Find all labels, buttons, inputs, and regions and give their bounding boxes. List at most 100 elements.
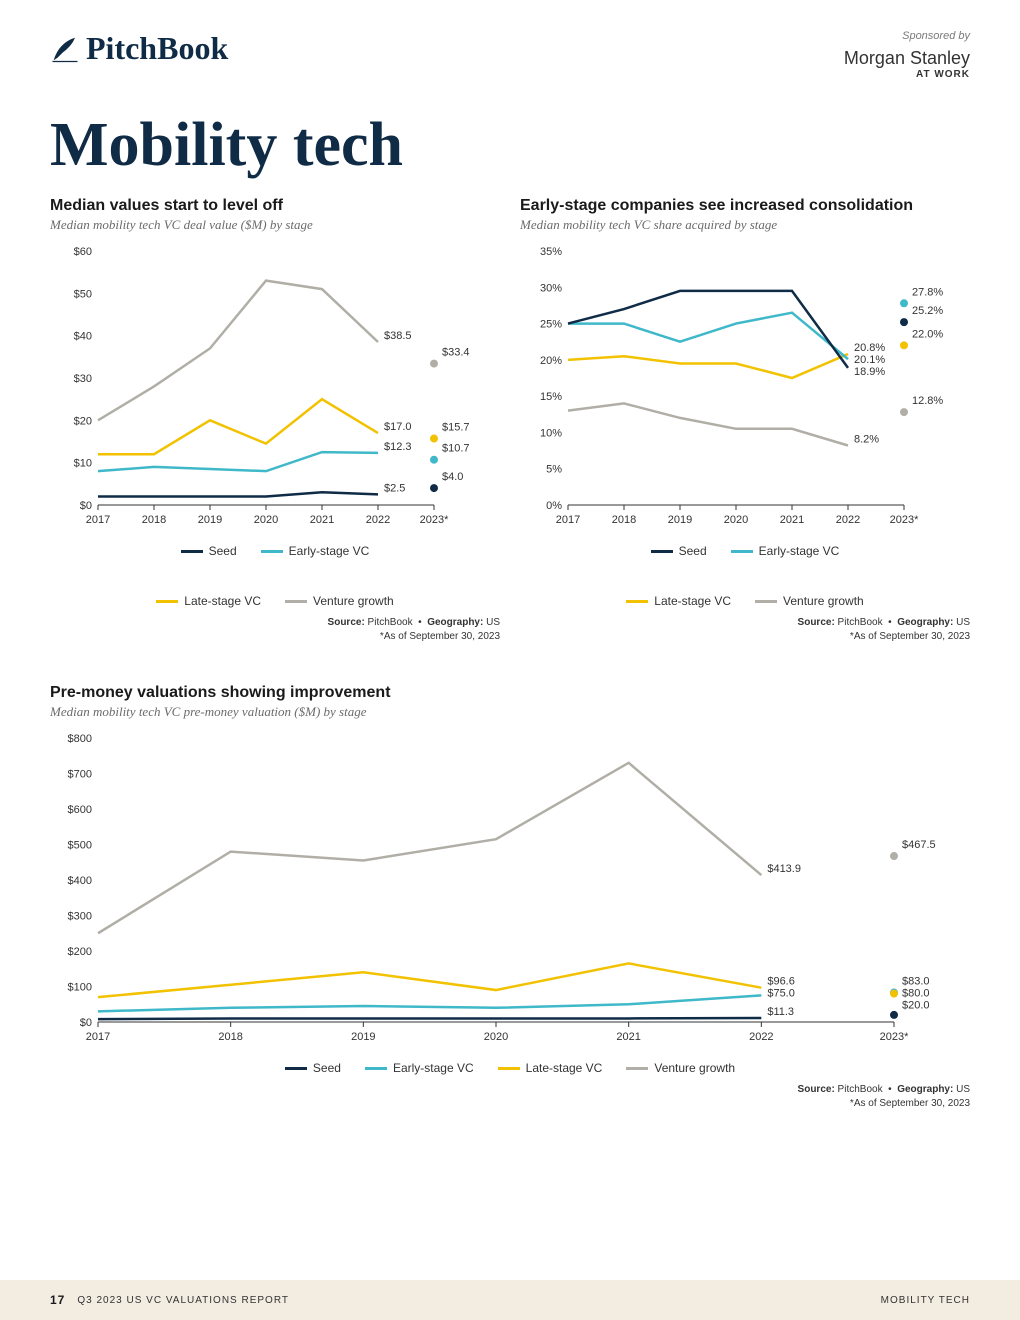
svg-text:$17.0: $17.0 [384,421,412,433]
chart2-svg: 0%5%10%15%20%25%30%35%201720182019202020… [520,243,960,533]
legend-swatch [651,550,673,553]
svg-text:$10.7: $10.7 [442,443,470,455]
legend-item-early: Early-stage VC [261,544,370,558]
legend-item-late: Late-stage VC [626,594,731,608]
svg-text:$300: $300 [68,911,92,923]
svg-text:$10: $10 [74,458,92,470]
legend-label: Late-stage VC [654,594,731,608]
legend-swatch [285,600,307,603]
legend-label: Venture growth [313,594,394,608]
svg-text:2019: 2019 [198,514,222,526]
sponsor-name: Morgan Stanley [844,48,970,69]
svg-text:0%: 0% [546,500,562,512]
svg-text:35%: 35% [540,246,562,258]
svg-text:$0: $0 [80,500,92,512]
svg-text:$33.4: $33.4 [442,347,470,359]
svg-text:$96.6: $96.6 [767,976,795,988]
svg-text:$38.5: $38.5 [384,330,412,342]
page-footer: 17 Q3 2023 US VC VALUATIONS REPORT MOBIL… [0,1280,1020,1320]
chart3-source: Source: PitchBook • Geography: US*As of … [50,1083,970,1111]
chart1-source: Source: PitchBook • Geography: US*As of … [50,616,500,644]
svg-text:10%: 10% [540,427,562,439]
svg-text:$50: $50 [74,288,92,300]
svg-text:2021: 2021 [780,514,804,526]
chart3: Pre-money valuations showing improvement… [50,684,970,1111]
legend-item-early: Early-stage VC [731,544,840,558]
svg-text:2023*: 2023* [890,514,919,526]
svg-text:8.2%: 8.2% [854,433,879,445]
svg-text:$80.0: $80.0 [902,988,930,1000]
legend-swatch [626,1067,648,1070]
legend-item-seed: Seed [285,1061,341,1075]
svg-text:2021: 2021 [616,1031,640,1043]
legend-item-growth: Venture growth [285,594,394,608]
svg-text:2018: 2018 [218,1031,242,1043]
svg-text:$0: $0 [80,1017,92,1029]
chart3-title: Pre-money valuations showing improvement [50,684,970,702]
svg-text:25%: 25% [540,319,562,331]
svg-text:2018: 2018 [612,514,636,526]
chart1-legend: SeedEarly-stage VCLate-stage VCVenture g… [50,544,500,608]
svg-text:$30: $30 [74,373,92,385]
page-header: PitchBook Sponsored by Morgan Stanley AT… [50,30,970,80]
sponsor-sub: AT WORK [844,69,970,80]
legend-item-late: Late-stage VC [156,594,261,608]
legend-label: Seed [313,1061,341,1075]
legend-swatch [626,600,648,603]
svg-text:$83.0: $83.0 [902,976,930,988]
svg-text:27.8%: 27.8% [912,286,943,298]
legend-swatch [261,550,283,553]
chart2-subtitle: Median mobility tech VC share acquired b… [520,217,970,233]
chart3-legend: SeedEarly-stage VCLate-stage VCVenture g… [50,1061,970,1075]
legend-item-growth: Venture growth [626,1061,735,1075]
svg-text:2017: 2017 [556,514,580,526]
svg-text:$400: $400 [68,875,92,887]
chart2-legend: Seed Early-stage VC Late-stage VC Venture g… [520,544,970,608]
sponsor-label: Sponsored by [844,30,970,42]
report-name: Q3 2023 US VC VALUATIONS REPORT [77,1295,289,1306]
svg-text:2020: 2020 [254,514,278,526]
svg-text:$11.3: $11.3 [767,1006,794,1018]
chart1: Median values start to level off Median … [50,197,500,644]
legend-item-seed: Seed [651,544,707,558]
svg-text:30%: 30% [540,282,562,294]
svg-text:2020: 2020 [484,1031,508,1043]
svg-text:$100: $100 [68,982,92,994]
chart1-title: Median values start to level off [50,197,500,215]
svg-text:2022: 2022 [749,1031,773,1043]
legend-label: Late-stage VC [184,594,261,608]
legend-label: Venture growth [654,1061,735,1075]
legend-label: Seed [679,544,707,558]
svg-text:$2.5: $2.5 [384,482,405,494]
svg-text:2018: 2018 [142,514,166,526]
chart3-svg: $0$100$200$300$400$500$600$700$800201720… [50,730,950,1050]
section-name: MOBILITY TECH [881,1295,970,1306]
svg-text:$700: $700 [68,769,92,781]
svg-text:20.8%: 20.8% [854,342,885,354]
legend-item-growth: Venture growth [755,594,864,608]
svg-text:22.0%: 22.0% [912,328,943,340]
legend-label: Venture growth [783,594,864,608]
svg-text:2019: 2019 [668,514,692,526]
svg-text:$75.0: $75.0 [767,988,795,1000]
svg-text:2017: 2017 [86,514,110,526]
legend-swatch [181,550,203,553]
legend-swatch [755,600,777,603]
svg-text:12.8%: 12.8% [912,395,943,407]
chart1-subtitle: Median mobility tech VC deal value ($M) … [50,217,500,233]
legend-item-late: Late-stage VC [498,1061,603,1075]
svg-text:$12.3: $12.3 [384,441,412,453]
svg-text:15%: 15% [540,391,562,403]
svg-text:2023*: 2023* [420,514,449,526]
svg-text:2023*: 2023* [880,1031,909,1043]
page-title: Mobility tech [50,110,970,181]
svg-text:2020: 2020 [724,514,748,526]
svg-text:$200: $200 [68,946,92,958]
svg-text:18.9%: 18.9% [854,366,885,378]
svg-text:5%: 5% [546,464,562,476]
legend-swatch [365,1067,387,1070]
svg-text:$467.5: $467.5 [902,839,936,851]
svg-text:$60: $60 [74,246,92,258]
chart2-title: Early-stage companies see increased cons… [520,197,970,215]
legend-label: Early-stage VC [759,544,840,558]
